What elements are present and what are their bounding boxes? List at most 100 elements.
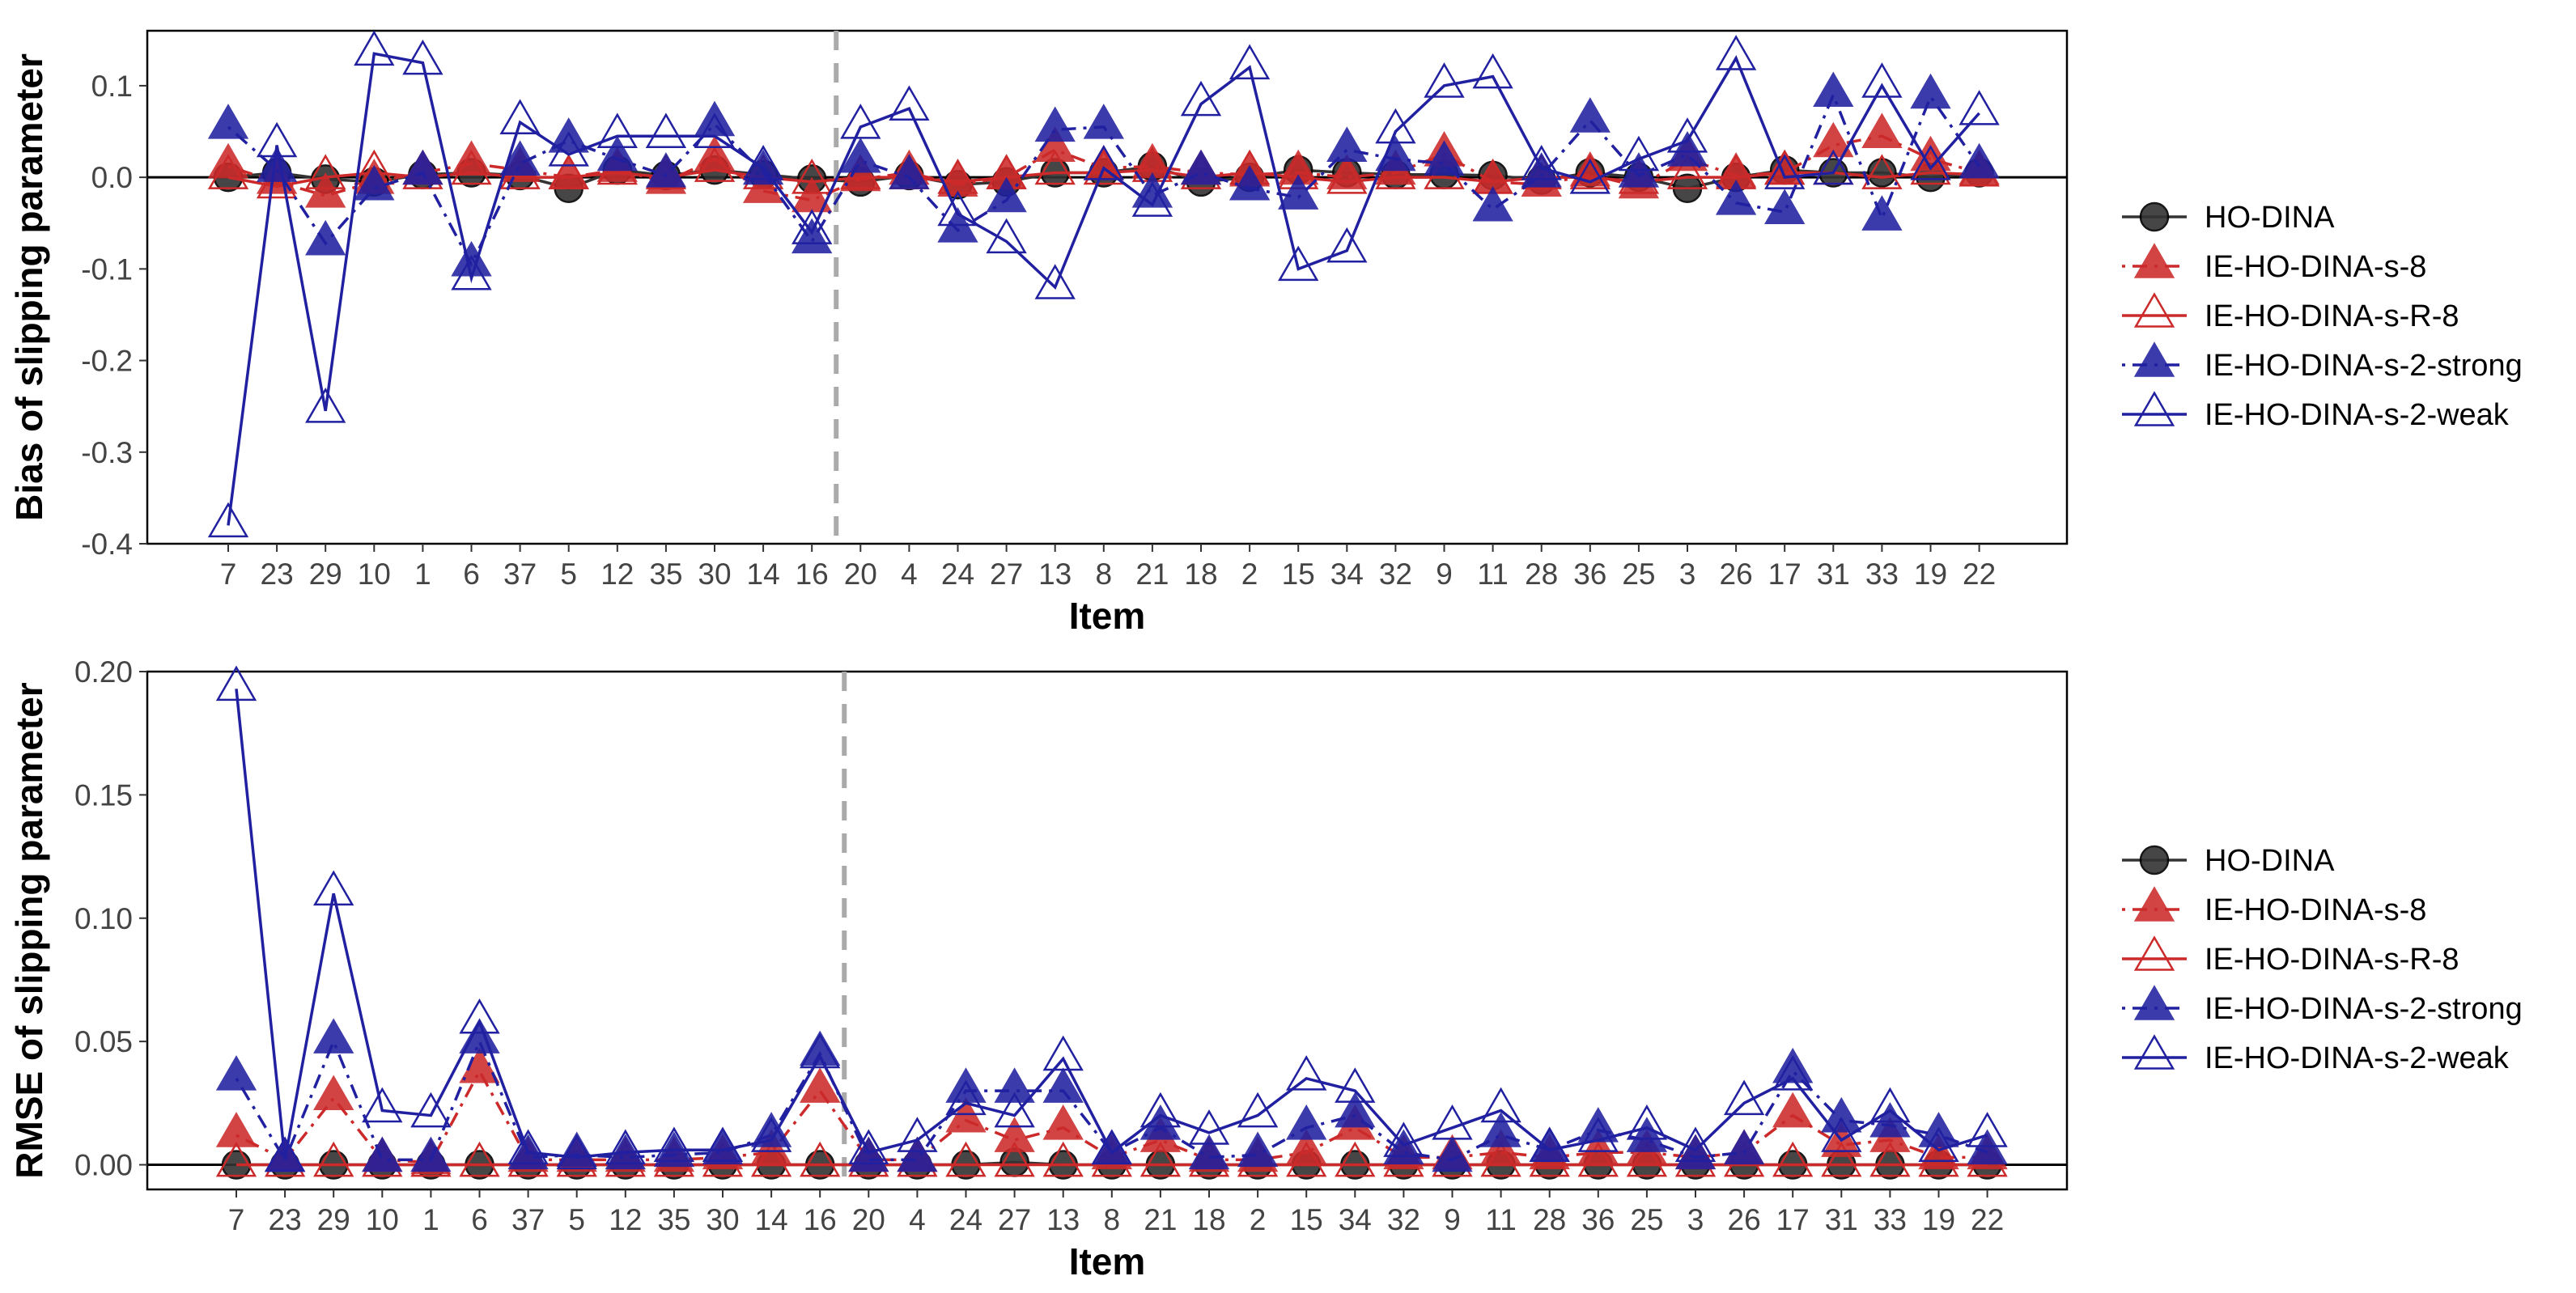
data-point-IE-HO-DINA-s-R-8-17 xyxy=(1772,1141,1814,1177)
x-tick-label: 32 xyxy=(1387,1203,1420,1236)
data-point-IE-HO-DINA-s-2-weak-20 xyxy=(840,104,881,139)
data-point-IE-HO-DINA-s-2-strong-2 xyxy=(1237,1131,1279,1168)
data-point-IE-HO-DINA-s-2-strong-7 xyxy=(207,104,249,139)
x-tick-label: 13 xyxy=(1046,1203,1080,1236)
data-point-IE-HO-DINA-s-2-weak-2 xyxy=(1237,1092,1279,1128)
x-axis-title: Item xyxy=(1069,1240,1146,1282)
legend-key-marker xyxy=(2139,201,2170,232)
x-axis-title: Item xyxy=(1069,595,1146,637)
data-point-IE-HO-DINA-s-2-strong-10 xyxy=(362,1136,403,1172)
data-point-IE-HO-DINA-s-2-weak-12 xyxy=(596,112,638,148)
legend-label: IE-HO-DINA-s-2-strong xyxy=(2205,349,2523,383)
data-point-IE-HO-DINA-s-8-27 xyxy=(994,1117,1035,1152)
data-point-IE-HO-DINA-s-2-weak-34 xyxy=(1326,227,1368,263)
data-point-IE-HO-DINA-s-2-weak-25 xyxy=(1618,135,1660,172)
x-tick-label: 25 xyxy=(1622,557,1655,591)
x-tick-label: 22 xyxy=(1963,557,1996,591)
x-tick-label: 33 xyxy=(1865,557,1899,591)
data-point-IE-HO-DINA-s-R-8-33 xyxy=(1861,154,1903,189)
data-point-IE-HO-DINA-s-2-weak-5 xyxy=(556,1134,597,1170)
x-tick-label: 24 xyxy=(949,1203,982,1236)
data-point-IE-HO-DINA-s-R-8-7 xyxy=(207,154,249,189)
series-line-IE-HO-DINA-s-2-weak xyxy=(235,689,1988,1160)
data-point-IE-HO-DINA-s-2-weak-7 xyxy=(215,665,257,702)
data-point-IE-HO-DINA-s-8-7 xyxy=(215,1112,257,1147)
y-tick-label: -0.2 xyxy=(81,345,133,378)
x-tick-label: 14 xyxy=(747,557,780,591)
x-tick-label: 8 xyxy=(1096,557,1113,591)
data-point-IE-HO-DINA-s-2-strong-13 xyxy=(1042,1067,1084,1103)
legend-label: HO-DINA xyxy=(2205,201,2335,235)
data-point-IE-HO-DINA-s-2-strong-26 xyxy=(1723,1129,1765,1165)
data-point-IE-HO-DINA-s-2-weak-26 xyxy=(1715,35,1757,70)
data-point-IE-HO-DINA-s-2-strong-27 xyxy=(986,176,1027,213)
x-tick-label: 31 xyxy=(1817,557,1850,591)
data-point-IE-HO-DINA-s-R-8-8 xyxy=(1083,149,1124,185)
x-tick-label: 18 xyxy=(1192,1203,1225,1236)
data-point-IE-HO-DINA-s-2-weak-32 xyxy=(1375,108,1416,144)
series-line-IE-HO-DINA-s-R-8 xyxy=(227,168,1980,189)
data-point-IE-HO-DINA-s-2-strong-4 xyxy=(889,154,930,189)
data-point-IE-HO-DINA-s-2-weak-21 xyxy=(1131,181,1173,217)
data-point-IE-HO-DINA-s-2-weak-36 xyxy=(1569,159,1611,194)
data-point-IE-HO-DINA-s-8-33 xyxy=(1861,112,1903,148)
data-point-IE-HO-DINA-s-2-weak-33 xyxy=(1869,1087,1911,1123)
x-tick-label: 1 xyxy=(414,557,431,591)
data-point-IE-HO-DINA-s-2-weak-11 xyxy=(1472,53,1513,89)
data-point-IE-HO-DINA-s-2-weak-8 xyxy=(1083,145,1124,180)
x-tick-label: 3 xyxy=(1687,1203,1704,1236)
x-tick-label: 28 xyxy=(1533,1203,1566,1236)
data-point-IE-HO-DINA-s-2-weak-30 xyxy=(702,1126,744,1163)
x-tick-label: 16 xyxy=(796,557,829,591)
legend-bias: HO-DINA IE-HO-DINA-s-8 IE-HO-DINA-s-R-8 IE-… xyxy=(2122,201,2523,432)
data-point-IE-HO-DINA-s-R-8-3 xyxy=(1666,154,1708,189)
data-point-IE-HO-DINA-s-2-weak-6 xyxy=(451,254,492,290)
y-tick-label: -0.1 xyxy=(81,252,133,286)
x-tick-label: 36 xyxy=(1581,1203,1615,1236)
data-point-IE-HO-DINA-s-2-strong-3 xyxy=(1666,131,1708,167)
x-tick-label: 10 xyxy=(366,1203,399,1236)
data-point-IE-HO-DINA-s-8-24 xyxy=(937,161,978,197)
y-tick-label: 0.00 xyxy=(74,1149,133,1182)
x-tick-label: 28 xyxy=(1525,557,1558,591)
data-point-IE-HO-DINA-s-2-weak-25 xyxy=(1626,1104,1668,1140)
data-point-HO-DINA-33 xyxy=(1867,158,1897,188)
data-point-IE-HO-DINA-s-R-8-27 xyxy=(994,1141,1035,1177)
data-point-IE-HO-DINA-s-2-weak-24 xyxy=(945,1079,987,1116)
x-tick-label: 37 xyxy=(511,1203,545,1236)
x-tick-label: 4 xyxy=(901,557,918,591)
data-point-IE-HO-DINA-s-8-14 xyxy=(742,167,784,203)
data-point-IE-HO-DINA-s-R-8-15 xyxy=(1286,1141,1327,1177)
data-point-IE-HO-DINA-s-2-strong-22 xyxy=(1959,142,2000,179)
x-tick-label: 31 xyxy=(1825,1203,1858,1236)
x-tick-label: 10 xyxy=(358,557,391,591)
data-point-IE-HO-DINA-s-R-8-13 xyxy=(1034,149,1076,185)
data-point-IE-HO-DINA-s-2-weak-4 xyxy=(889,85,930,121)
legend-label: IE-HO-DINA-s-2-weak xyxy=(2205,398,2510,432)
y-axis-title: Bias of slipping parameter xyxy=(8,53,50,521)
legend-key-marker xyxy=(2133,391,2175,426)
data-point-IE-HO-DINA-s-2-weak-1 xyxy=(402,39,443,75)
data-point-HO-DINA-27 xyxy=(999,1147,1029,1177)
x-tick-label: 16 xyxy=(804,1203,837,1236)
y-tick-label: -0.3 xyxy=(81,436,133,469)
x-tick-label: 9 xyxy=(1436,557,1453,591)
y-tick-label: 0.1 xyxy=(91,70,133,103)
data-point-IE-HO-DINA-s-2-strong-29 xyxy=(313,1018,354,1053)
data-point-IE-HO-DINA-s-2-weak-15 xyxy=(1278,245,1319,282)
data-point-IE-HO-DINA-s-R-8-6 xyxy=(451,149,492,185)
data-point-IE-HO-DINA-s-2-weak-9 xyxy=(1432,1104,1473,1140)
data-point-IE-HO-DINA-s-2-strong-17 xyxy=(1764,189,1806,224)
x-tick-label: 37 xyxy=(503,557,537,591)
x-tick-label: 26 xyxy=(1720,557,1753,591)
data-point-IE-HO-DINA-s-8-7 xyxy=(207,142,249,179)
x-tick-label: 33 xyxy=(1874,1203,1907,1236)
data-point-IE-HO-DINA-s-2-strong-18 xyxy=(1188,1134,1230,1170)
x-tick-label: 17 xyxy=(1768,557,1802,591)
x-tick-label: 12 xyxy=(601,557,634,591)
data-point-IE-HO-DINA-s-2-strong-1 xyxy=(402,149,443,185)
data-point-IE-HO-DINA-s-2-strong-33 xyxy=(1861,195,1903,231)
data-point-IE-HO-DINA-s-2-weak-37 xyxy=(499,99,541,135)
data-point-IE-HO-DINA-s-R-8-6 xyxy=(459,1141,500,1177)
data-point-IE-HO-DINA-s-2-weak-22 xyxy=(1959,90,2000,125)
